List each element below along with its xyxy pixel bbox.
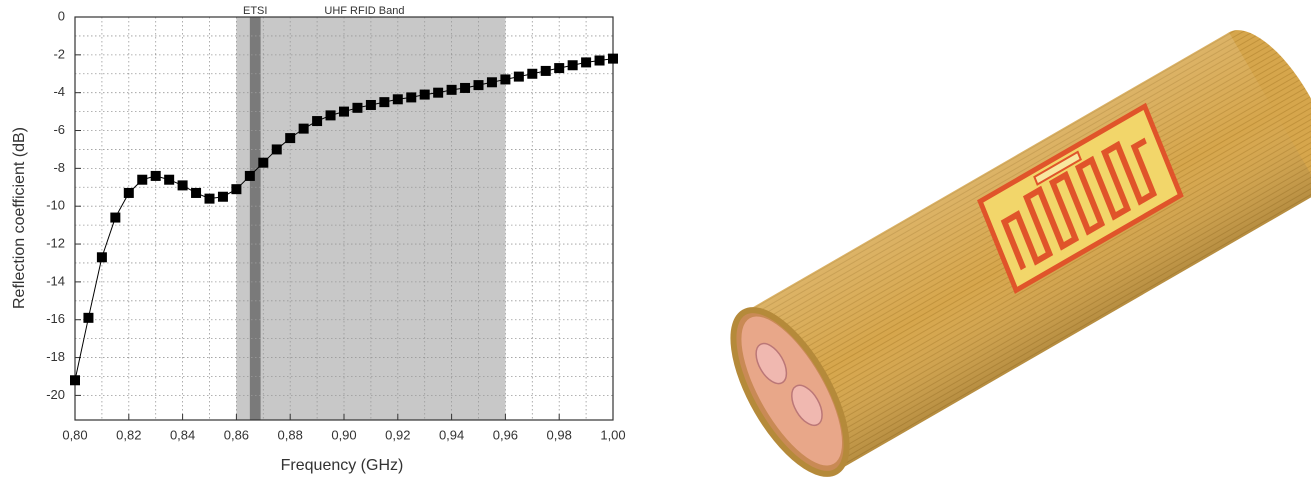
marker [527,68,538,79]
y-tick-label: -10 [46,198,65,213]
x-tick-label: 0,90 [331,427,356,442]
y-tick-label: -12 [46,235,65,250]
marker [123,187,134,198]
marker [217,191,228,202]
y-tick-label: -2 [53,46,65,61]
marker [433,87,444,98]
marker [554,63,565,74]
band [249,17,261,420]
marker [271,144,282,155]
x-axis-title: Frequency (GHz) [281,457,404,474]
marker [352,102,363,113]
y-tick-label: -4 [53,84,65,99]
marker [150,170,161,181]
marker [70,375,80,386]
marker [110,212,121,223]
marker [608,53,618,64]
marker [419,89,430,100]
marker [406,92,417,103]
marker [379,97,390,108]
y-tick-label: -20 [46,387,65,402]
marker [473,80,484,91]
marker [446,84,457,95]
x-tick-label: 0,94 [439,427,464,442]
x-tick-label: 1,00 [600,427,625,442]
marker [325,110,336,121]
marker [365,99,376,110]
marker [594,55,605,66]
x-tick-label: 0,84 [170,427,195,442]
marker [204,193,215,204]
x-tick-label: 0,98 [547,427,572,442]
marker [513,71,524,82]
marker [137,174,148,185]
marker [164,174,175,185]
marker [244,170,255,181]
y-axis-title: Reflection coefficient (dB) [11,127,28,309]
chart: ETSI UHF RFID Band 0,80 0,82 0,84 0,86 0,88 0,9… [46,5,625,443]
x-tick-label: 0,82 [116,427,141,442]
marker [567,60,578,71]
plot-frame [74,16,614,421]
marker [339,106,349,117]
band-label: UHF RFID Band [324,5,404,17]
marker [540,65,551,76]
marker [312,116,323,127]
x-tick-label: 0,96 [493,427,518,442]
marker [191,187,202,198]
band-label: ETSI [243,5,267,17]
marker [392,94,403,105]
marker [177,180,188,191]
marker [298,123,309,134]
marker [285,133,296,144]
marker [96,252,107,263]
y-tick-label: -8 [53,160,65,175]
marker [460,82,471,93]
marker [258,157,269,168]
x-tick-label: 0,88 [278,427,303,442]
marker [581,57,592,68]
y-tick-label: 0 [58,8,65,23]
x-tick-label: 0,92 [385,427,410,442]
marker [486,77,497,88]
x-tick-label: 0,80 [62,427,87,442]
y-tick-label: -6 [53,122,65,137]
cylinder-illustration [730,30,1311,477]
y-tick-label: -14 [46,273,65,288]
marker [231,184,242,195]
marker [83,312,94,323]
x-tick-label: 0,86 [224,427,249,442]
marker [500,74,511,85]
y-tick-label: -16 [46,311,65,326]
y-tick-label: -18 [46,349,65,364]
